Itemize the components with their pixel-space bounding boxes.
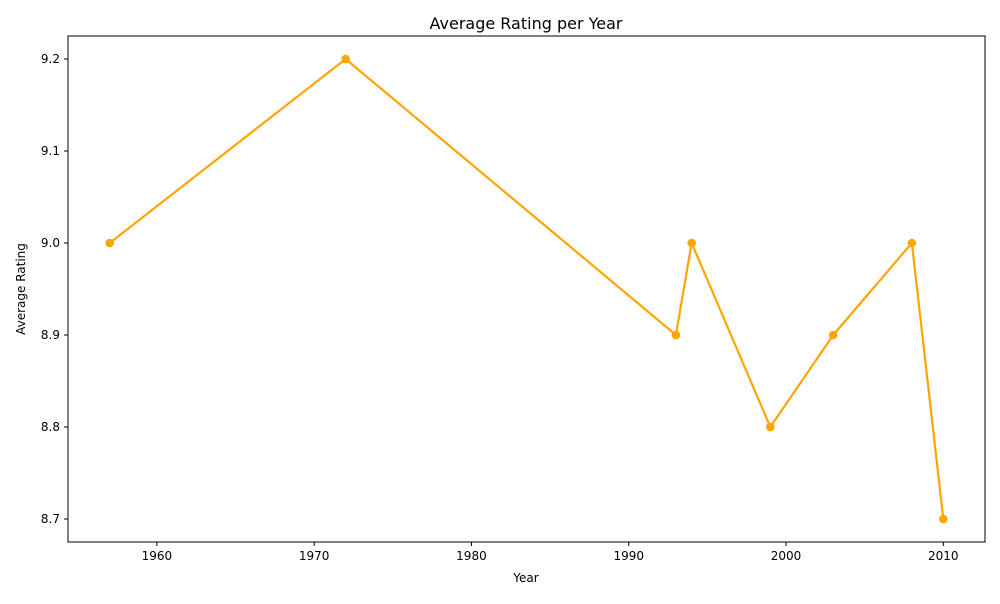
y-tick-label: 9.0	[41, 236, 60, 250]
data-point	[939, 514, 948, 524]
x-tick-label: 2010	[928, 549, 959, 563]
data-point	[828, 330, 838, 340]
y-tick-label: 9.2	[41, 52, 60, 66]
series-layer	[105, 54, 948, 524]
data-point	[907, 238, 917, 248]
y-tick-label: 8.9	[41, 328, 60, 342]
x-axis-label: Year	[512, 571, 538, 585]
data-point	[105, 238, 114, 248]
x-tick-label: 2000	[771, 549, 802, 563]
y-axis-label: Average Rating	[14, 243, 28, 335]
data-point	[765, 422, 775, 432]
plot-area-frame	[67, 35, 986, 543]
data-point	[687, 238, 696, 248]
ticks-layer: 1960 1970 1980 1990 2000 2010 8.7 8.8 8.9 9.0 9.1 9…	[41, 52, 959, 563]
chart-title: Average Rating per Year	[430, 14, 623, 33]
data-point	[341, 54, 350, 64]
data-point	[671, 330, 681, 340]
x-tick-label: 1980	[456, 549, 487, 563]
x-tick-label: 1960	[142, 549, 173, 563]
y-tick-label: 8.7	[41, 512, 60, 526]
x-tick-label: 1970	[299, 549, 330, 563]
y-tick-label: 8.8	[41, 420, 60, 434]
series-line	[108, 57, 945, 521]
y-tick-label: 9.1	[41, 144, 60, 158]
x-tick-label: 1990	[613, 549, 644, 563]
